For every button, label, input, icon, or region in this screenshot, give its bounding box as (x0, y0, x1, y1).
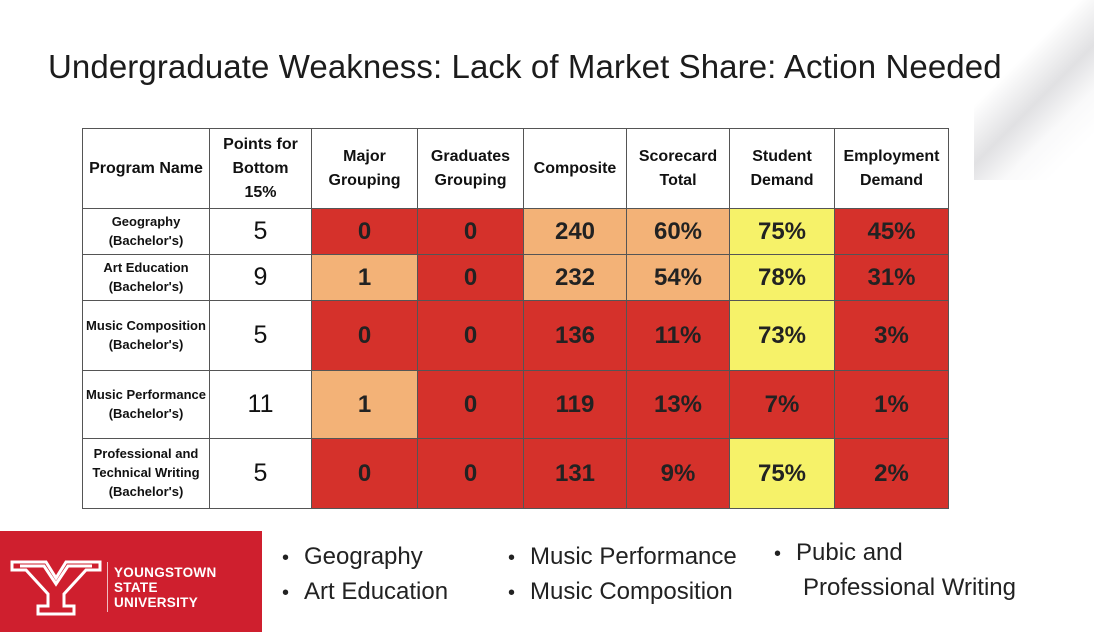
slide-title: Undergraduate Weakness: Lack of Market S… (48, 48, 1002, 85)
header-graduates-grouping: Graduates Grouping (417, 128, 524, 209)
header-student-demand: Student Demand (729, 128, 835, 209)
bullet-item: • Music Composition (508, 575, 737, 610)
table-row: Geography (Bachelor's) 5 0 0 240 60% 75% 45% (82, 208, 949, 255)
logo-line-2: STATE (114, 580, 158, 595)
university-name: YOUNGSTOWN STATE UNIVERSITY (114, 565, 217, 610)
logo-divider (107, 562, 108, 612)
bullet-icon: • (508, 547, 516, 569)
value-cell: 75% (729, 208, 835, 255)
value-cell: 0 (311, 300, 418, 371)
value-cell: 1 (311, 370, 418, 439)
header-program-name: Program Name (82, 128, 210, 209)
bullet-icon: • (774, 543, 782, 565)
header-composite: Composite (523, 128, 627, 209)
program-name-cell: Music Performance (Bachelor's) (82, 370, 210, 439)
logo-line-3: UNIVERSITY (114, 595, 199, 610)
header-points-bottom: Points for Bottom 15% (209, 128, 312, 209)
header-employment-demand: Employment Demand (834, 128, 949, 209)
bullet-item-continued: Professional Writing (803, 574, 1016, 601)
program-name-cell: Professional and Technical Writing (Bach… (82, 438, 210, 509)
bullet-icon: • (282, 582, 290, 604)
bullet-list-3: • Pubic and Professional Writing (774, 536, 1016, 605)
value-cell: 0 (417, 370, 524, 439)
value-cell: 45% (834, 208, 949, 255)
ysu-y-logo-icon (10, 560, 102, 616)
value-cell: 119 (523, 370, 627, 439)
program-name-cell: Geography (Bachelor's) (82, 208, 210, 255)
value-cell: 136 (523, 300, 627, 371)
points-cell: 11 (209, 370, 312, 439)
value-cell: 0 (417, 254, 524, 301)
value-cell: 31% (834, 254, 949, 301)
value-cell: 0 (417, 438, 524, 509)
table-row: Music Performance (Bachelor's) 11 1 0 119 13%… (82, 370, 949, 439)
value-cell: 1% (834, 370, 949, 439)
value-cell: 0 (311, 208, 418, 255)
bullet-item: • Music Performance (508, 540, 737, 575)
value-cell: 78% (729, 254, 835, 301)
table-header-row: Program Name Points for Bottom 15% Major Gr… (82, 128, 949, 209)
value-cell: 2% (834, 438, 949, 509)
table-row: Art Education (Bachelor's) 9 1 0 232 54% 78% 31… (82, 254, 949, 301)
points-cell: 5 (209, 300, 312, 371)
value-cell: 131 (523, 438, 627, 509)
value-cell: 240 (523, 208, 627, 255)
table-row: Music Composition (Bachelor's) 5 0 0 136 11% 7… (82, 300, 949, 371)
bullet-item: • Geography (282, 540, 448, 575)
value-cell: 60% (626, 208, 730, 255)
corner-decoration (974, 0, 1094, 180)
value-cell: 3% (834, 300, 949, 371)
value-cell: 7% (729, 370, 835, 439)
bullet-list-1: • Geography • Art Education (282, 540, 448, 610)
value-cell: 232 (523, 254, 627, 301)
value-cell: 73% (729, 300, 835, 371)
header-major-grouping: Major Grouping (311, 128, 418, 209)
value-cell: 75% (729, 438, 835, 509)
bullet-item: • Art Education (282, 575, 448, 610)
value-cell: 11% (626, 300, 730, 371)
bullet-list-2: • Music Performance • Music Composition (508, 540, 737, 610)
logo-line-1: YOUNGSTOWN (114, 565, 217, 580)
value-cell: 1 (311, 254, 418, 301)
program-table: Program Name Points for Bottom 15% Major Gr… (82, 128, 949, 509)
bullet-item: • Pubic and (774, 536, 1016, 571)
bullet-icon: • (508, 582, 516, 604)
points-cell: 5 (209, 438, 312, 509)
value-cell: 0 (311, 438, 418, 509)
table-row: Professional and Technical Writing (Bach… (82, 438, 949, 509)
value-cell: 54% (626, 254, 730, 301)
value-cell: 0 (417, 300, 524, 371)
bullet-icon: • (282, 547, 290, 569)
program-name-cell: Art Education (Bachelor's) (82, 254, 210, 301)
points-cell: 9 (209, 254, 312, 301)
value-cell: 0 (417, 208, 524, 255)
header-scorecard-total: Scorecard Total (626, 128, 730, 209)
value-cell: 9% (626, 438, 730, 509)
points-cell: 5 (209, 208, 312, 255)
value-cell: 13% (626, 370, 730, 439)
program-name-cell: Music Composition (Bachelor's) (82, 300, 210, 371)
